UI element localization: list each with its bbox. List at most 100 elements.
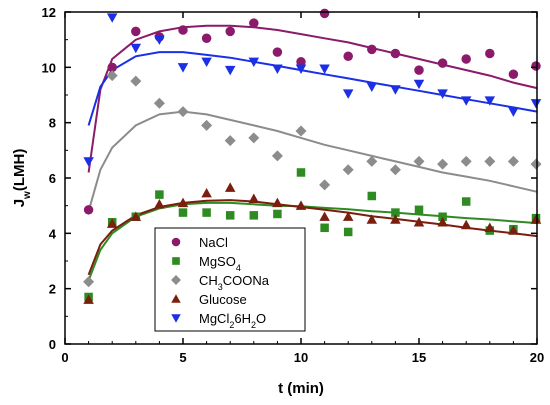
data-point-ch3coona	[366, 155, 378, 167]
data-point-nacl	[390, 48, 401, 59]
data-point-glucose	[177, 197, 189, 208]
data-point-ch3coona	[295, 125, 307, 137]
data-point-glucose	[248, 193, 260, 203]
data-point-ch3coona	[201, 119, 213, 131]
data-point-nacl	[508, 69, 519, 79]
data-point-nacl	[296, 57, 306, 67]
data-point-glucose	[508, 225, 519, 235]
data-point-glucose	[390, 214, 401, 224]
plot-area	[83, 8, 542, 304]
data-point-mgcl26h2o	[413, 79, 425, 90]
data-point-mgcl26h2o	[390, 85, 401, 95]
data-point-ch3coona	[484, 155, 496, 167]
data-point-mgcl26h2o	[342, 89, 354, 99]
data-point-mgcl26h2o	[272, 64, 283, 74]
data-point-mgcl26h2o	[530, 99, 542, 109]
data-point-mgso4	[461, 197, 471, 206]
data-point-mgcl26h2o	[295, 64, 307, 74]
legend-label-mgso4: MgSO4	[199, 254, 241, 273]
data-point-ch3coona	[460, 155, 472, 167]
data-point-mgso4	[202, 208, 211, 217]
x-tick-label: 20	[530, 350, 544, 365]
fit-line-nacl	[87, 24, 538, 173]
data-point-nacl	[414, 65, 424, 75]
data-point-mgso4	[155, 190, 164, 199]
data-point-ch3coona	[271, 150, 283, 162]
data-point-mgcl26h2o	[154, 35, 165, 45]
legend-label-glucose: Glucose	[199, 292, 247, 307]
data-point-glucose	[106, 218, 118, 228]
data-point-ch3coona	[319, 179, 331, 191]
legend-label-nacl: NaCl	[199, 235, 228, 250]
y-tick-label: 10	[42, 60, 56, 75]
data-point-mgso4	[225, 211, 235, 220]
data-point-mgcl26h2o	[319, 64, 330, 74]
data-point-nacl	[272, 47, 283, 57]
data-point-mgcl26h2o	[177, 63, 189, 73]
data-point-mgso4	[273, 209, 282, 219]
data-point-nacl	[485, 48, 495, 59]
data-point-mgso4	[178, 208, 188, 217]
data-point-glucose	[530, 214, 542, 224]
legend-marker-nacl	[171, 237, 181, 247]
data-point-ch3coona	[342, 164, 354, 176]
data-point-glucose	[437, 217, 448, 227]
data-point-mgso4	[343, 227, 353, 237]
data-point-glucose	[130, 211, 142, 221]
data-point-mgso4	[391, 208, 400, 217]
data-point-mgso4	[414, 205, 424, 215]
data-point-mgcl26h2o	[248, 57, 260, 68]
fit-line-mgcl26h2o	[87, 51, 538, 126]
data-point-glucose	[366, 214, 378, 224]
data-point-mgcl26h2o	[484, 96, 496, 106]
data-point-ch3coona	[530, 158, 542, 170]
data-point-mgcl26h2o	[508, 107, 519, 117]
x-tick-label: 0	[61, 350, 68, 365]
data-point-glucose	[224, 182, 236, 192]
legend-marker-mgcl26h2o	[171, 314, 181, 323]
data-point-mgso4	[249, 211, 259, 220]
legend-marker-ch3coona	[171, 275, 181, 285]
data-point-nacl	[201, 33, 212, 44]
y-axis-label: Jw(LMH)	[11, 149, 33, 208]
x-tick-label: 15	[412, 350, 426, 365]
legend-label-mgcl26h2o: MgCl26H2O	[199, 311, 266, 330]
data-point-nacl	[178, 25, 188, 35]
data-point-nacl	[83, 205, 94, 215]
data-point-glucose	[295, 200, 307, 210]
data-point-mgcl26h2o	[366, 82, 378, 92]
legend-label-ch3coona: CH3COONa	[199, 273, 270, 292]
axes: 0 5 10 15 20 0 2 4 6 8 10 12 t (min) Jw(LMH)	[11, 5, 544, 397]
data-point-nacl	[107, 62, 117, 73]
data-point-mgcl26h2o	[201, 57, 212, 68]
data-point-glucose	[460, 219, 472, 230]
data-point-ch3coona	[248, 132, 260, 144]
data-point-nacl	[461, 54, 471, 64]
data-point-glucose	[319, 211, 330, 221]
data-point-ch3coona	[224, 135, 236, 147]
data-point-glucose	[201, 187, 212, 198]
data-point-ch3coona	[389, 164, 401, 176]
y-tick-label: 0	[49, 337, 56, 352]
y-tick-label: 12	[42, 5, 56, 20]
data-point-ch3coona	[130, 75, 142, 87]
data-point-glucose	[272, 197, 283, 208]
data-point-mgcl26h2o	[83, 157, 94, 167]
data-point-nacl	[531, 61, 541, 71]
data-point-mgcl26h2o	[130, 43, 142, 54]
data-point-nacl	[225, 26, 235, 37]
data-point-ch3coona	[437, 158, 449, 170]
data-point-ch3coona	[83, 276, 95, 288]
y-tick-label: 8	[49, 116, 56, 131]
data-point-nacl	[249, 18, 259, 28]
data-point-mgcl26h2o	[460, 96, 472, 106]
data-point-ch3coona	[413, 155, 425, 167]
data-point-mgso4	[320, 223, 329, 233]
data-point-nacl	[437, 58, 448, 68]
data-point-nacl	[131, 26, 141, 37]
data-point-mgcl26h2o	[106, 13, 118, 23]
data-point-mgso4	[296, 168, 306, 177]
data-point-glucose	[342, 211, 354, 221]
